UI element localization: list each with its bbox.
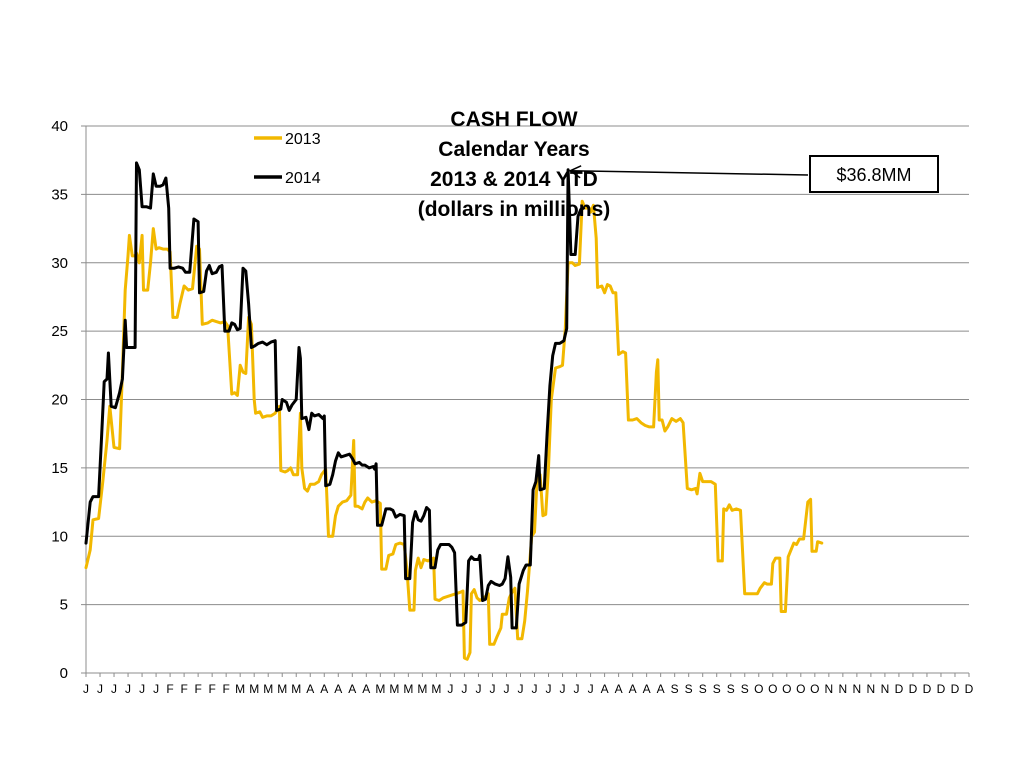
- title-line-3: 2013 & 2014 YTD: [430, 168, 598, 191]
- y-tick-label: 35: [51, 186, 68, 203]
- x-tick-label: S: [727, 682, 735, 696]
- x-tick-label: A: [629, 682, 637, 696]
- legend-label-2014: 2014: [285, 170, 321, 187]
- y-tick-label: 20: [51, 392, 68, 409]
- y-tick-label: 0: [60, 665, 68, 682]
- x-tick-label: J: [588, 682, 594, 696]
- x-tick-label: J: [153, 682, 159, 696]
- x-tick-label: J: [139, 682, 145, 696]
- x-tick-label: A: [334, 682, 342, 696]
- x-tick-label: J: [83, 682, 89, 696]
- title-line-2: Calendar Years: [438, 138, 589, 161]
- x-tick-label: O: [810, 682, 819, 696]
- series-line-2014: [84, 161, 586, 630]
- chart-title: CASH FLOW Calendar Years 2013 & 2014 YTD…: [418, 108, 611, 221]
- x-tick-label: J: [560, 682, 566, 696]
- x-tick-label: A: [657, 682, 665, 696]
- x-tick-label: J: [97, 682, 103, 696]
- callout-label: $36.8MM: [836, 165, 911, 185]
- x-tick-label: D: [937, 682, 946, 696]
- x-tick-label: M: [389, 682, 399, 696]
- x-tick-label: D: [965, 682, 974, 696]
- y-tick-label: 25: [51, 323, 68, 340]
- x-tick-label: O: [768, 682, 777, 696]
- x-tick-label: M: [291, 682, 301, 696]
- x-tick-label: M: [403, 682, 413, 696]
- x-tick-label: J: [111, 682, 117, 696]
- x-tick-label: A: [348, 682, 356, 696]
- series-lines: [84, 161, 824, 661]
- x-tick-label: A: [643, 682, 651, 696]
- x-tick-label: A: [615, 682, 623, 696]
- x-tick-label: M: [375, 682, 385, 696]
- x-tick-label: F: [222, 682, 229, 696]
- x-tick-label: O: [796, 682, 805, 696]
- x-tick-label: F: [166, 682, 173, 696]
- x-tick-label: J: [125, 682, 131, 696]
- x-tick-label: J: [461, 682, 467, 696]
- callout-arrowhead: [568, 165, 582, 179]
- x-tick-label: N: [853, 682, 862, 696]
- x-tick-label: O: [754, 682, 763, 696]
- legend: 2013 2014: [254, 131, 321, 187]
- y-tick-label: 30: [51, 255, 68, 272]
- x-tick-label: F: [180, 682, 187, 696]
- x-tick-label: S: [685, 682, 693, 696]
- y-tick-label: 15: [51, 460, 68, 477]
- x-tick-label: J: [546, 682, 552, 696]
- x-tick-label: D: [909, 682, 918, 696]
- callout-arrow: [570, 170, 809, 176]
- y-tick-label: 10: [51, 528, 68, 545]
- peak-callout: $36.8MM: [568, 155, 939, 193]
- x-tick-label: S: [699, 682, 707, 696]
- x-tick-label: M: [249, 682, 259, 696]
- x-tick-label: D: [923, 682, 932, 696]
- x-tick-label: M: [431, 682, 441, 696]
- x-tick-label: J: [489, 682, 495, 696]
- y-tick-label: 5: [60, 597, 68, 614]
- x-tick-label: N: [825, 682, 834, 696]
- x-tick-label: A: [362, 682, 370, 696]
- x-tick-label: D: [951, 682, 960, 696]
- x-tick-label: J: [503, 682, 509, 696]
- y-tick-labels: 0 5 10 15 20 25 30 35 40: [51, 118, 86, 682]
- x-tick-label: S: [741, 682, 749, 696]
- x-tick-label: M: [235, 682, 245, 696]
- x-tick-label: D: [895, 682, 904, 696]
- x-tick-label: J: [517, 682, 523, 696]
- x-tick-label: N: [867, 682, 876, 696]
- x-tick-label: J: [447, 682, 453, 696]
- x-tick-label: O: [782, 682, 791, 696]
- callout-box: [809, 155, 939, 193]
- x-tick-label: N: [881, 682, 890, 696]
- series-line-2013: [84, 199, 824, 661]
- x-tick-label: M: [417, 682, 427, 696]
- x-tick-label: A: [306, 682, 314, 696]
- title-line-1: CASH FLOW: [450, 108, 577, 131]
- x-tick-label: S: [671, 682, 679, 696]
- x-tick-label: S: [713, 682, 721, 696]
- x-tick-label: N: [839, 682, 848, 696]
- x-tick-label: J: [574, 682, 580, 696]
- x-tick-label: M: [263, 682, 273, 696]
- gridlines: [86, 125, 969, 606]
- x-tick-label: M: [277, 682, 287, 696]
- x-tick-label: A: [601, 682, 609, 696]
- x-tick-label: A: [320, 682, 328, 696]
- title-line-4: (dollars in millions): [418, 198, 611, 221]
- x-tick-label: J: [532, 682, 538, 696]
- x-tick-label: F: [208, 682, 215, 696]
- y-tick-label: 40: [51, 118, 68, 135]
- x-tick-label: F: [194, 682, 201, 696]
- legend-label-2013: 2013: [285, 131, 321, 148]
- x-tick-label: J: [475, 682, 481, 696]
